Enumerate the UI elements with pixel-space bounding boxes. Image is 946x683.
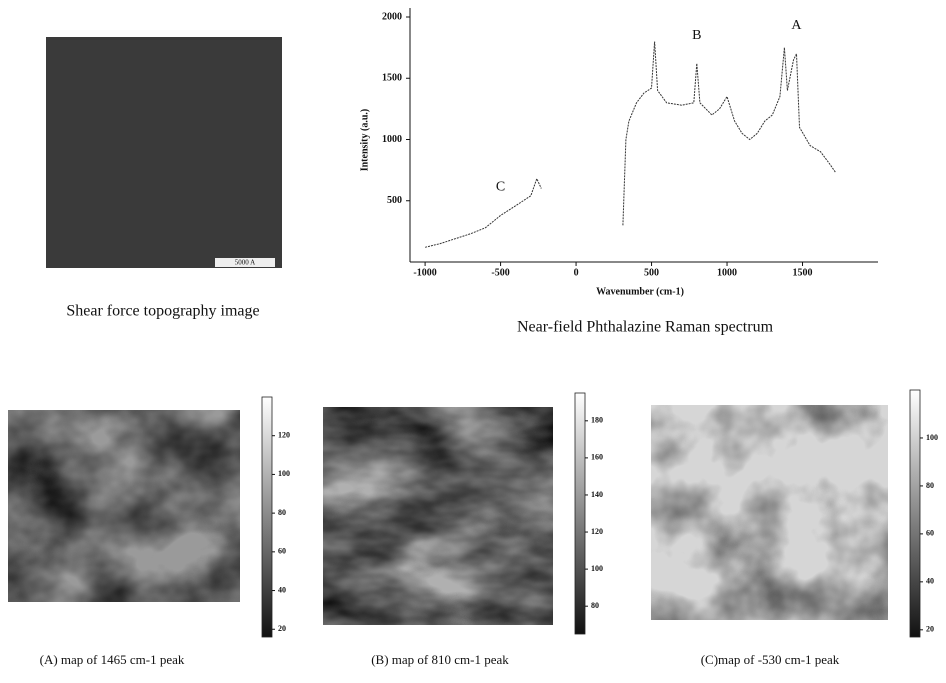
map-texture — [8, 410, 240, 602]
spectrum-line — [424, 41, 837, 248]
topography-caption: Shear force topography image — [66, 303, 259, 320]
x-tick-label: 0 — [574, 267, 579, 278]
colorbar-tick-label: 100 — [926, 433, 938, 442]
map-caption: (C)map of -530 cm-1 peak — [701, 652, 840, 667]
colorbar-tick-label: 120 — [591, 527, 603, 536]
colorbar-tick-label: 100 — [278, 469, 290, 478]
colorbar — [909, 389, 921, 638]
map-caption: (A) map of 1465 cm-1 peak — [40, 652, 185, 667]
x-tick-label: 1000 — [717, 267, 737, 278]
y-tick-label: 500 — [387, 195, 402, 206]
map-texture — [323, 407, 553, 625]
colorbar-tick-label: 60 — [278, 547, 286, 556]
colorbar-tick-label: 80 — [926, 481, 934, 490]
chart-title: Near-field Phthalazine Raman spectrum — [517, 319, 774, 336]
colorbar-tick-label: 80 — [278, 508, 286, 517]
colorbar-tick-label: 100 — [591, 564, 603, 573]
x-tick-label: -1000 — [413, 267, 436, 278]
y-tick-label: 2000 — [382, 11, 402, 22]
map-texture — [651, 405, 888, 620]
y-tick-label: 1500 — [382, 73, 402, 84]
colorbar-tick-label: 120 — [278, 431, 290, 440]
colorbar-tick-label: 140 — [591, 490, 603, 499]
colorbar-tick-label: 60 — [926, 529, 934, 538]
colorbar — [261, 396, 273, 638]
scale-bar — [215, 258, 275, 267]
peak-annotation: C — [496, 180, 505, 195]
colorbar-tick-label: 40 — [926, 577, 934, 586]
peak-annotation: B — [692, 28, 701, 43]
scale-label: 5000 A — [235, 259, 255, 267]
colorbar-tick-label: 20 — [926, 625, 934, 634]
colorbar-tick-label: 20 — [278, 624, 286, 633]
map-caption: (B) map of 810 cm-1 peak — [371, 652, 509, 667]
colorbar-tick-label: 180 — [591, 416, 603, 425]
x-tick-label: 1500 — [793, 267, 813, 278]
topography-texture — [46, 37, 282, 268]
colorbar-tick-label: 80 — [591, 601, 599, 610]
peak-annotation: A — [791, 18, 802, 33]
y-tick-label: 1000 — [382, 134, 402, 145]
x-tick-label: 500 — [644, 267, 659, 278]
x-tick-label: -500 — [491, 267, 509, 278]
colorbar-tick-label: 40 — [278, 585, 286, 594]
colorbar-tick-label: 160 — [591, 453, 603, 462]
x-axis-label: Wavenumber (cm-1) — [596, 286, 684, 297]
y-axis-label: Intensity (a.u.) — [359, 109, 370, 172]
colorbar — [574, 392, 586, 635]
